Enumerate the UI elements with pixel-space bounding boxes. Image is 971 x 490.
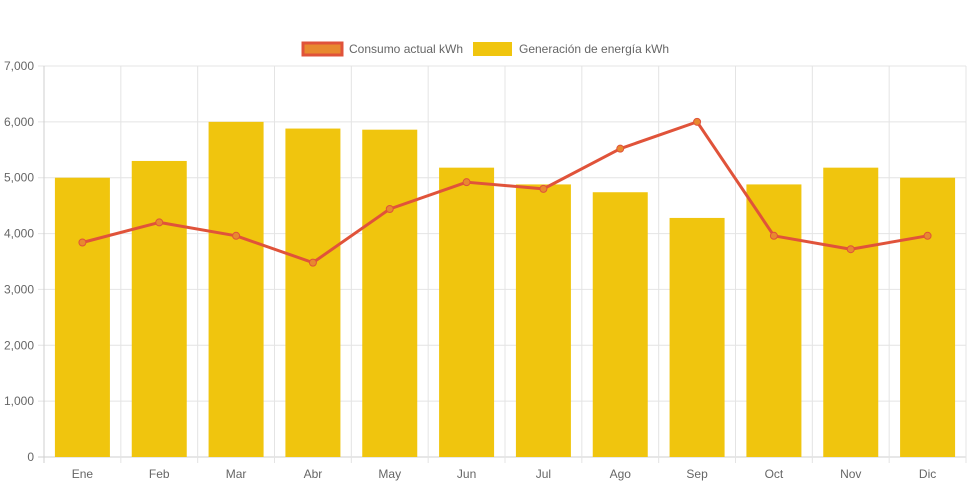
bar-oct[interactable]	[746, 184, 802, 457]
y-tick-label: 6,000	[4, 115, 34, 129]
bar-feb[interactable]	[131, 160, 187, 457]
y-tick-label: 7,000	[4, 59, 34, 73]
bar-jul[interactable]	[515, 184, 571, 457]
x-tick-label: Mar	[226, 467, 247, 481]
axes: 0 1,000 2,000 3,000 4,000 5,000 6,000 7,000 Ene F…	[4, 59, 936, 481]
x-tick-label: Sep	[686, 467, 708, 481]
consumo-point-nov[interactable]	[846, 245, 855, 254]
x-tick-label: Ene	[72, 467, 94, 481]
y-tick-label: 1,000	[4, 394, 34, 408]
y-tick-label: 0	[27, 450, 34, 464]
x-tick-label: Feb	[149, 467, 170, 481]
legend-swatch-consumo[interactable]	[301, 41, 344, 57]
consumo-point-may[interactable]	[385, 204, 394, 213]
bar-dic[interactable]	[900, 177, 956, 457]
bar-nov[interactable]	[823, 167, 879, 457]
consumo-point-ago[interactable]	[616, 144, 625, 153]
consumo-line	[82, 120, 928, 265]
consumo-point-feb[interactable]	[155, 218, 164, 227]
y-tick-label: 3,000	[4, 282, 34, 296]
bar-ago[interactable]	[592, 192, 648, 458]
grid	[38, 65, 967, 463]
line-series	[78, 117, 932, 267]
x-tick-label: Ago	[610, 467, 632, 481]
bar-mar[interactable]	[208, 121, 264, 457]
x-tick-label: Oct	[765, 467, 784, 481]
bar-ene[interactable]	[54, 177, 110, 457]
consumo-point-dic[interactable]	[923, 231, 932, 240]
consumo-point-ene[interactable]	[78, 238, 87, 247]
consumo-point-jul[interactable]	[539, 184, 548, 193]
legend: Consumo actual kWh Generación de energía …	[301, 41, 669, 57]
consumo-point-abr[interactable]	[308, 258, 317, 267]
consumo-point-mar[interactable]	[232, 231, 241, 240]
x-tick-label: Nov	[840, 467, 861, 481]
y-tick-label: 5,000	[4, 171, 34, 185]
x-tick-label: May	[378, 467, 401, 481]
bar-abr[interactable]	[285, 128, 341, 457]
x-tick-label: Abr	[304, 467, 323, 481]
bar-jun[interactable]	[439, 167, 495, 457]
legend-swatch-generacion[interactable]	[473, 42, 512, 56]
x-tick-label: Jun	[457, 467, 476, 481]
x-tick-label: Dic	[919, 467, 936, 481]
x-tick-label: Jul	[536, 467, 551, 481]
bar-sep[interactable]	[669, 217, 725, 457]
consumo-point-sep[interactable]	[693, 117, 702, 126]
legend-label-consumo[interactable]: Consumo actual kWh	[349, 42, 463, 56]
consumo-point-oct[interactable]	[769, 231, 778, 240]
consumo-point-jun[interactable]	[462, 178, 471, 187]
y-tick-label: 2,000	[4, 338, 34, 352]
legend-label-generacion[interactable]: Generación de energía kWh	[519, 42, 669, 56]
bar-may[interactable]	[362, 129, 418, 458]
y-tick-label: 4,000	[4, 227, 34, 241]
bar-series	[54, 121, 956, 458]
